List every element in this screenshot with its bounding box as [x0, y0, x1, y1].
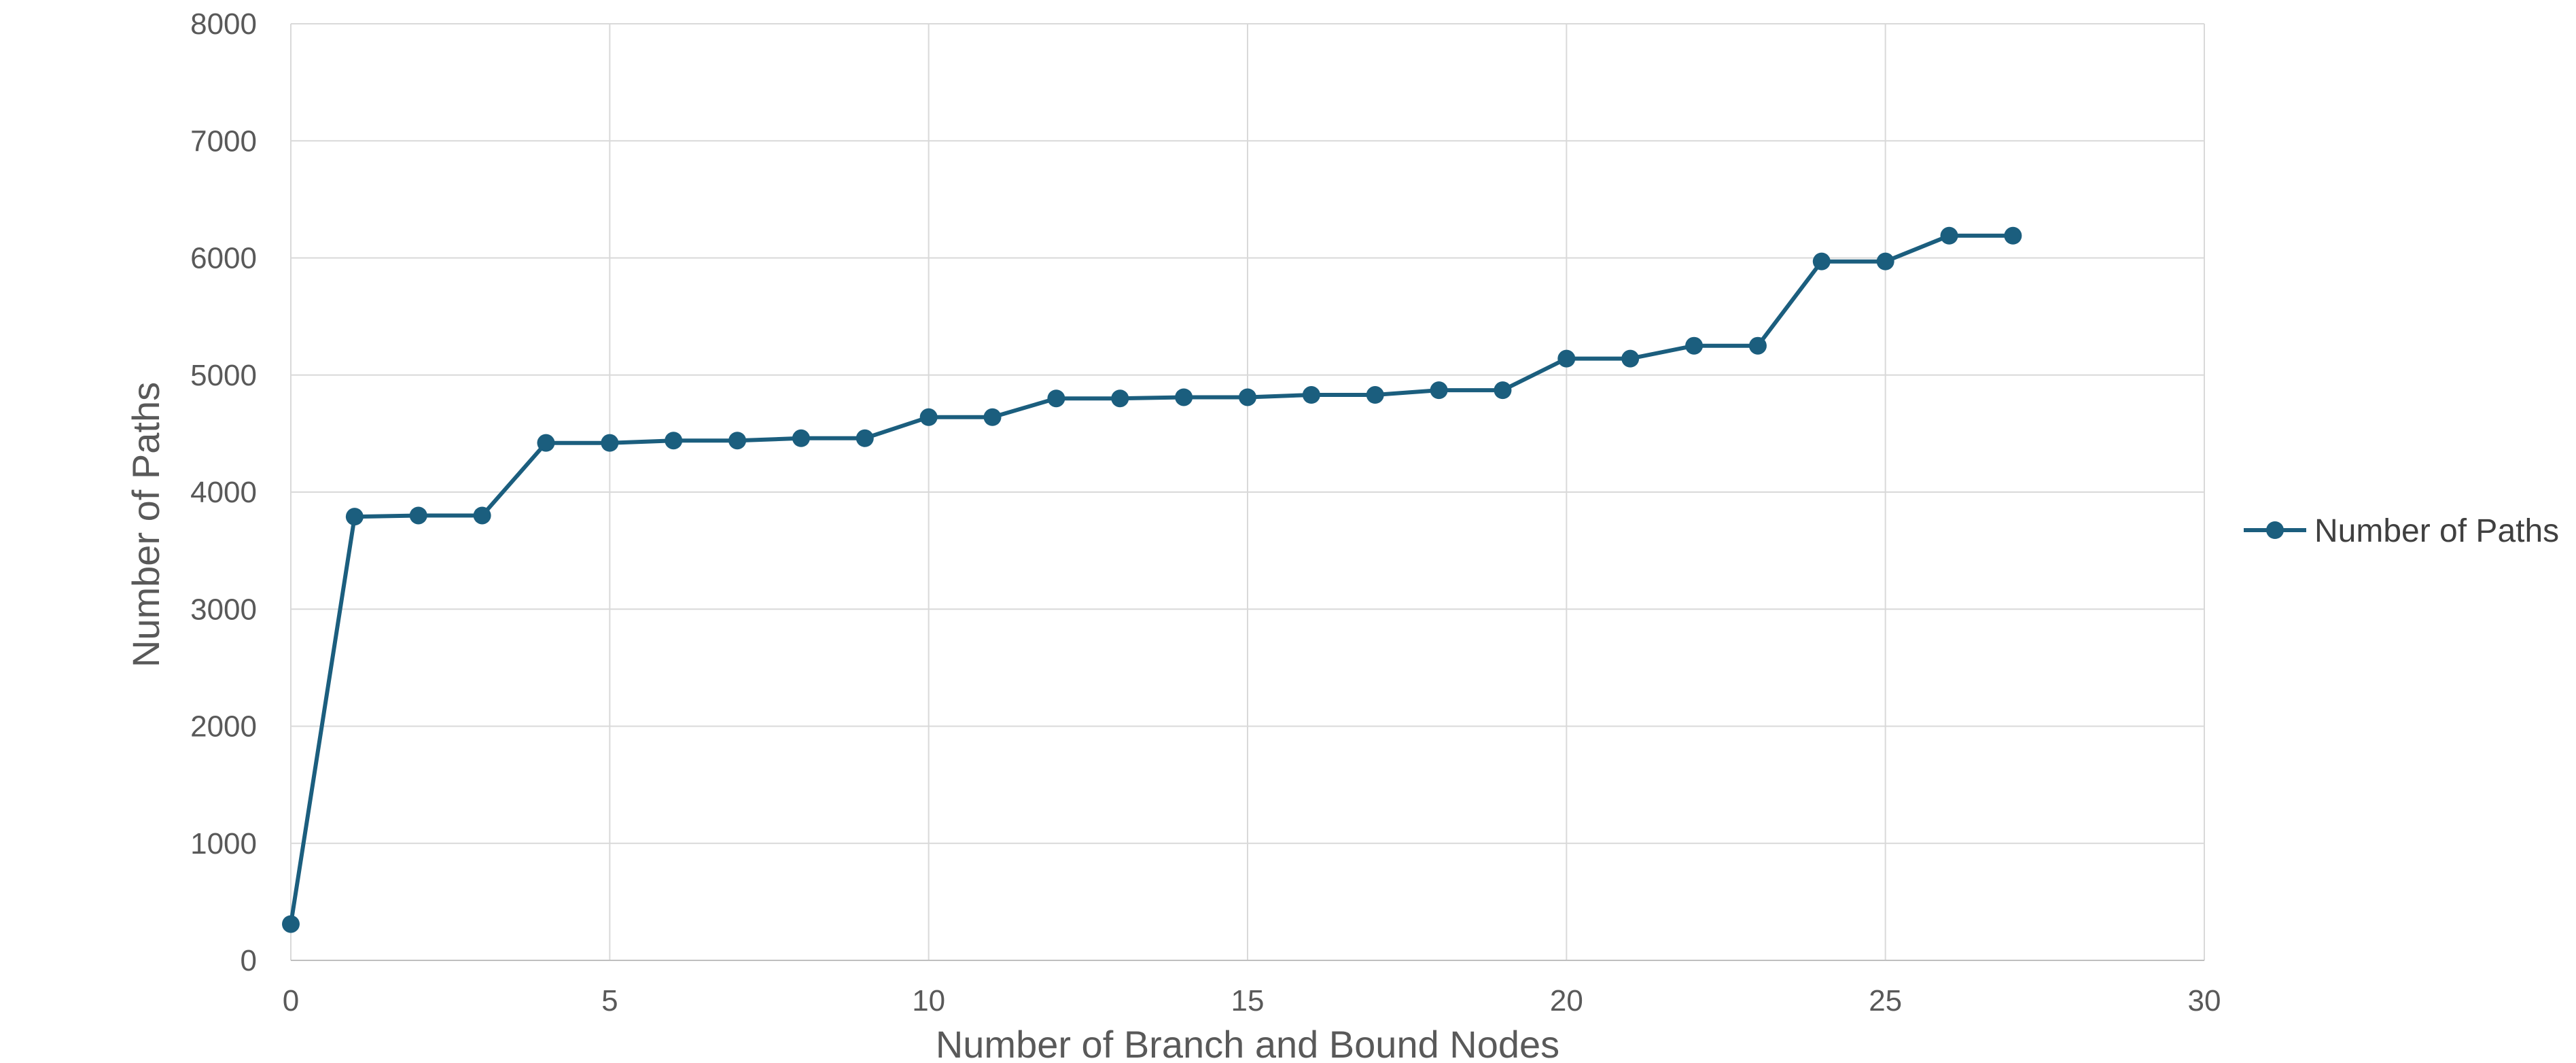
axes — [290, 24, 2204, 961]
x-axis-title: Number of Branch and Bound Nodes — [936, 1023, 1559, 1063]
y-tick-label: 8000 — [190, 7, 257, 41]
data-point — [409, 506, 427, 525]
legend: Number of Paths — [2244, 513, 2559, 549]
data-point — [983, 408, 1002, 426]
data-point — [1047, 389, 1065, 408]
data-point — [1302, 386, 1320, 404]
data-point — [601, 434, 619, 452]
series-group — [282, 226, 2022, 933]
grid-lines — [291, 23, 2205, 960]
x-tick-label: 25 — [1869, 984, 1902, 1017]
data-point — [1175, 388, 1193, 406]
data-point — [1239, 388, 1256, 406]
data-point — [1812, 252, 1831, 271]
data-point — [473, 506, 491, 525]
data-point — [1940, 226, 1958, 245]
x-axis-tick-labels: 0 5 10 15 20 25 30 — [283, 984, 2221, 1017]
data-point — [665, 432, 683, 450]
data-point — [1557, 349, 1576, 368]
data-point — [792, 429, 810, 447]
x-tick-label: 15 — [1231, 984, 1265, 1017]
y-tick-label: 2000 — [190, 710, 257, 744]
data-point — [1366, 386, 1384, 404]
y-tick-label: 7000 — [190, 124, 257, 158]
data-point — [1621, 349, 1640, 368]
y-axis-title: Number of Paths — [124, 382, 167, 667]
data-point — [919, 408, 938, 426]
data-point — [728, 432, 747, 450]
data-point — [1494, 381, 1512, 400]
y-tick-label: 5000 — [190, 359, 257, 392]
x-tick-label: 5 — [601, 984, 618, 1017]
legend-label: Number of Paths — [2314, 513, 2559, 549]
x-tick-label: 10 — [912, 984, 945, 1017]
y-tick-label: 0 — [241, 944, 257, 977]
x-tick-label: 20 — [1550, 984, 1583, 1017]
y-axis-tick-labels: 0 1000 2000 3000 4000 5000 6000 7000 8000 — [190, 7, 257, 977]
data-point — [855, 429, 874, 447]
x-tick-label: 0 — [283, 984, 299, 1017]
y-tick-label: 1000 — [190, 827, 257, 860]
data-point — [1430, 381, 1448, 400]
y-tick-label: 6000 — [190, 242, 257, 275]
data-point — [537, 434, 555, 452]
data-point — [1876, 252, 1894, 271]
data-point — [1748, 336, 1767, 355]
series-line — [289, 233, 2013, 925]
x-tick-label: 30 — [2188, 984, 2221, 1017]
y-tick-label: 3000 — [190, 593, 257, 626]
data-point — [282, 915, 300, 933]
data-point — [345, 508, 364, 526]
y-tick-label: 4000 — [190, 476, 257, 509]
data-point — [1111, 389, 1129, 408]
data-point — [2004, 226, 2022, 245]
data-point — [1685, 336, 1704, 355]
legend-point-marker — [2266, 521, 2284, 539]
